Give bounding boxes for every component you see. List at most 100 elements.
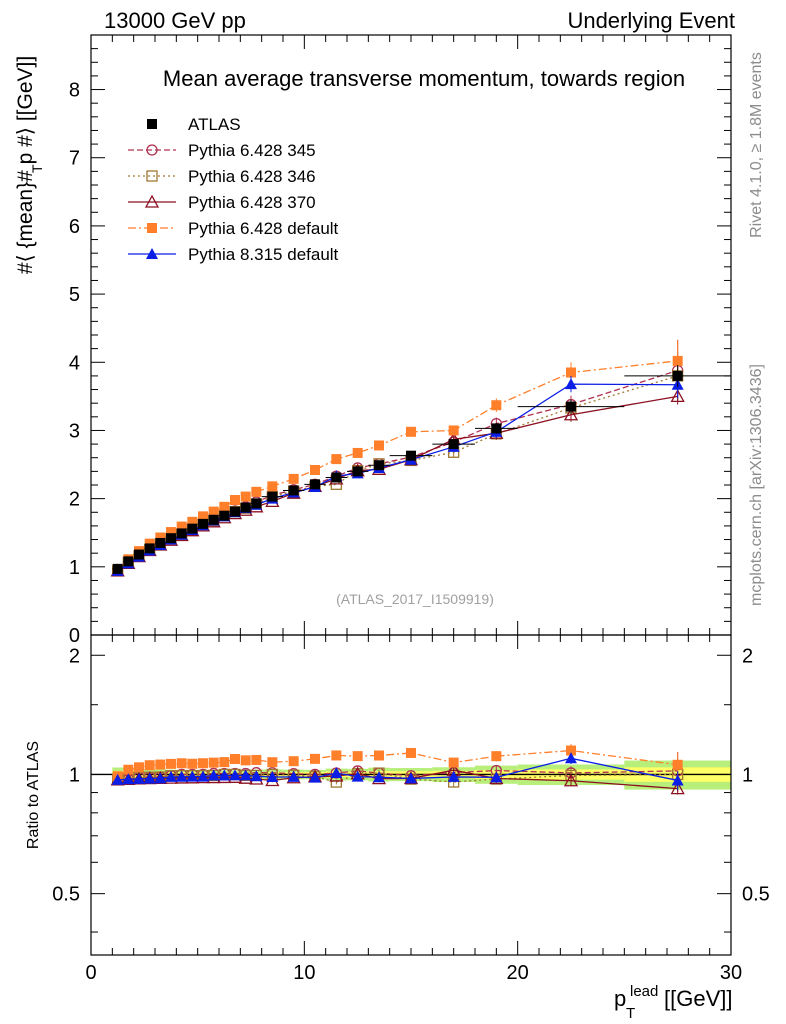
- ratio-point: [671, 774, 684, 786]
- x-axis-label-sub: T: [626, 1005, 635, 1022]
- plot-title: Mean average transverse momentum, toward…: [163, 66, 685, 91]
- series-point: [406, 426, 416, 437]
- series-point: [176, 521, 187, 532]
- data-point: [240, 502, 251, 513]
- x-tick-label: 10: [293, 962, 315, 984]
- series-point: [267, 481, 278, 492]
- ratio-point: [251, 754, 262, 765]
- data-point: [134, 549, 144, 560]
- y-tick-label: 8: [69, 80, 80, 102]
- data-point: [288, 485, 299, 496]
- ratio-point: [154, 772, 167, 784]
- ratio-point: [672, 759, 683, 770]
- data-point: [672, 370, 683, 381]
- series-point: [240, 491, 251, 502]
- legend-marker-3: [144, 194, 160, 208]
- series-point: [251, 486, 262, 497]
- data-point: [352, 466, 363, 477]
- series-point: [491, 400, 502, 411]
- ratio-point: [287, 770, 300, 782]
- series-point: [352, 447, 363, 458]
- ratio-point: [197, 770, 209, 782]
- header-process: Underlying Event: [567, 8, 735, 33]
- y-tick-label: 3: [69, 420, 80, 442]
- series-line-4: [117, 360, 678, 571]
- legend-label-3: Pythia 6.428 370: [188, 193, 316, 212]
- header-collision: 13000 GeV pp: [104, 8, 246, 33]
- ratio-point: [490, 771, 503, 783]
- ratio-tick-label-right: 1: [742, 764, 753, 786]
- data-point: [267, 491, 278, 502]
- ratio-point: [166, 758, 176, 769]
- ratio-point: [143, 772, 156, 784]
- data-point: [187, 523, 198, 534]
- legend-label-4: Pythia 6.428 default: [188, 219, 339, 238]
- series-point: [448, 425, 459, 436]
- ratio-point: [134, 762, 144, 773]
- ratio-point: [565, 752, 577, 764]
- ratio-point: [310, 753, 320, 764]
- ratio-point: [207, 769, 220, 781]
- ratio-point: [373, 771, 385, 783]
- ratio-point: [331, 750, 342, 761]
- ratio-point: [123, 764, 134, 775]
- data-point: [230, 506, 240, 517]
- ratio-point: [187, 758, 198, 769]
- ratio-point: [133, 772, 145, 784]
- y-axis-label-sub: T: [29, 164, 45, 173]
- ratio-point: [352, 751, 363, 762]
- series-point: [672, 355, 683, 366]
- ratio-point: [288, 756, 299, 767]
- series-point: [166, 527, 176, 538]
- data-point: [155, 537, 166, 548]
- ratio-point: [563, 773, 579, 787]
- series-point: [566, 367, 576, 378]
- series-point: [310, 465, 320, 475]
- ratio-point: [111, 773, 124, 785]
- ratio-point: [330, 766, 343, 778]
- legend-label-1: Pythia 6.428 345: [188, 141, 316, 160]
- main-panel: 0 1 2 3 4 5 6 7 8 Mean average transverse moment…: [69, 34, 732, 647]
- ratio-point: [229, 769, 241, 781]
- data-point: [112, 563, 123, 574]
- ratio-tick-label: 1: [69, 764, 80, 786]
- series-point: [670, 389, 685, 403]
- ratio-point: [406, 747, 416, 758]
- data-point: [310, 479, 320, 490]
- ratio-point: [186, 770, 199, 782]
- y-tick-label: 5: [69, 284, 80, 306]
- y-tick-label: 2: [69, 489, 80, 511]
- x-tick-label: 20: [507, 962, 529, 984]
- data-point: [331, 472, 342, 483]
- main-frame: [90, 34, 732, 636]
- ratio-point: [155, 759, 166, 770]
- y-tick-label: 0: [69, 625, 80, 647]
- series-point: [565, 378, 577, 390]
- ratio-tick-label: 2: [69, 645, 80, 667]
- ratio-point: [240, 755, 251, 766]
- series-line-3: [117, 395, 678, 572]
- data-point: [144, 543, 155, 554]
- ratio-point: [208, 757, 219, 768]
- ratio-point: [239, 769, 252, 781]
- y-tick-label: 6: [69, 216, 80, 238]
- series-point: [374, 440, 384, 451]
- ratio-point: [144, 760, 155, 771]
- series-point: [155, 532, 166, 543]
- data-point: [406, 450, 416, 461]
- ratio-point: [266, 771, 279, 783]
- series-point: [288, 473, 299, 484]
- y-tick-label: 1: [69, 557, 80, 579]
- x-axis-label: p lead T [[GeV]]: [614, 983, 732, 1022]
- legend-label-2: Pythia 6.428 346: [188, 167, 316, 186]
- series-point: [563, 407, 579, 421]
- data-point: [219, 510, 230, 521]
- legend-marker-1: [146, 144, 158, 156]
- data-point: [208, 514, 219, 525]
- legend-marker-5: [146, 248, 158, 259]
- legend-label-5: Pythia 8.315 default: [188, 245, 339, 264]
- data-point: [448, 439, 459, 450]
- series-point: [219, 501, 230, 512]
- ratio-frame: [90, 634, 732, 956]
- ratio-point: [670, 781, 685, 795]
